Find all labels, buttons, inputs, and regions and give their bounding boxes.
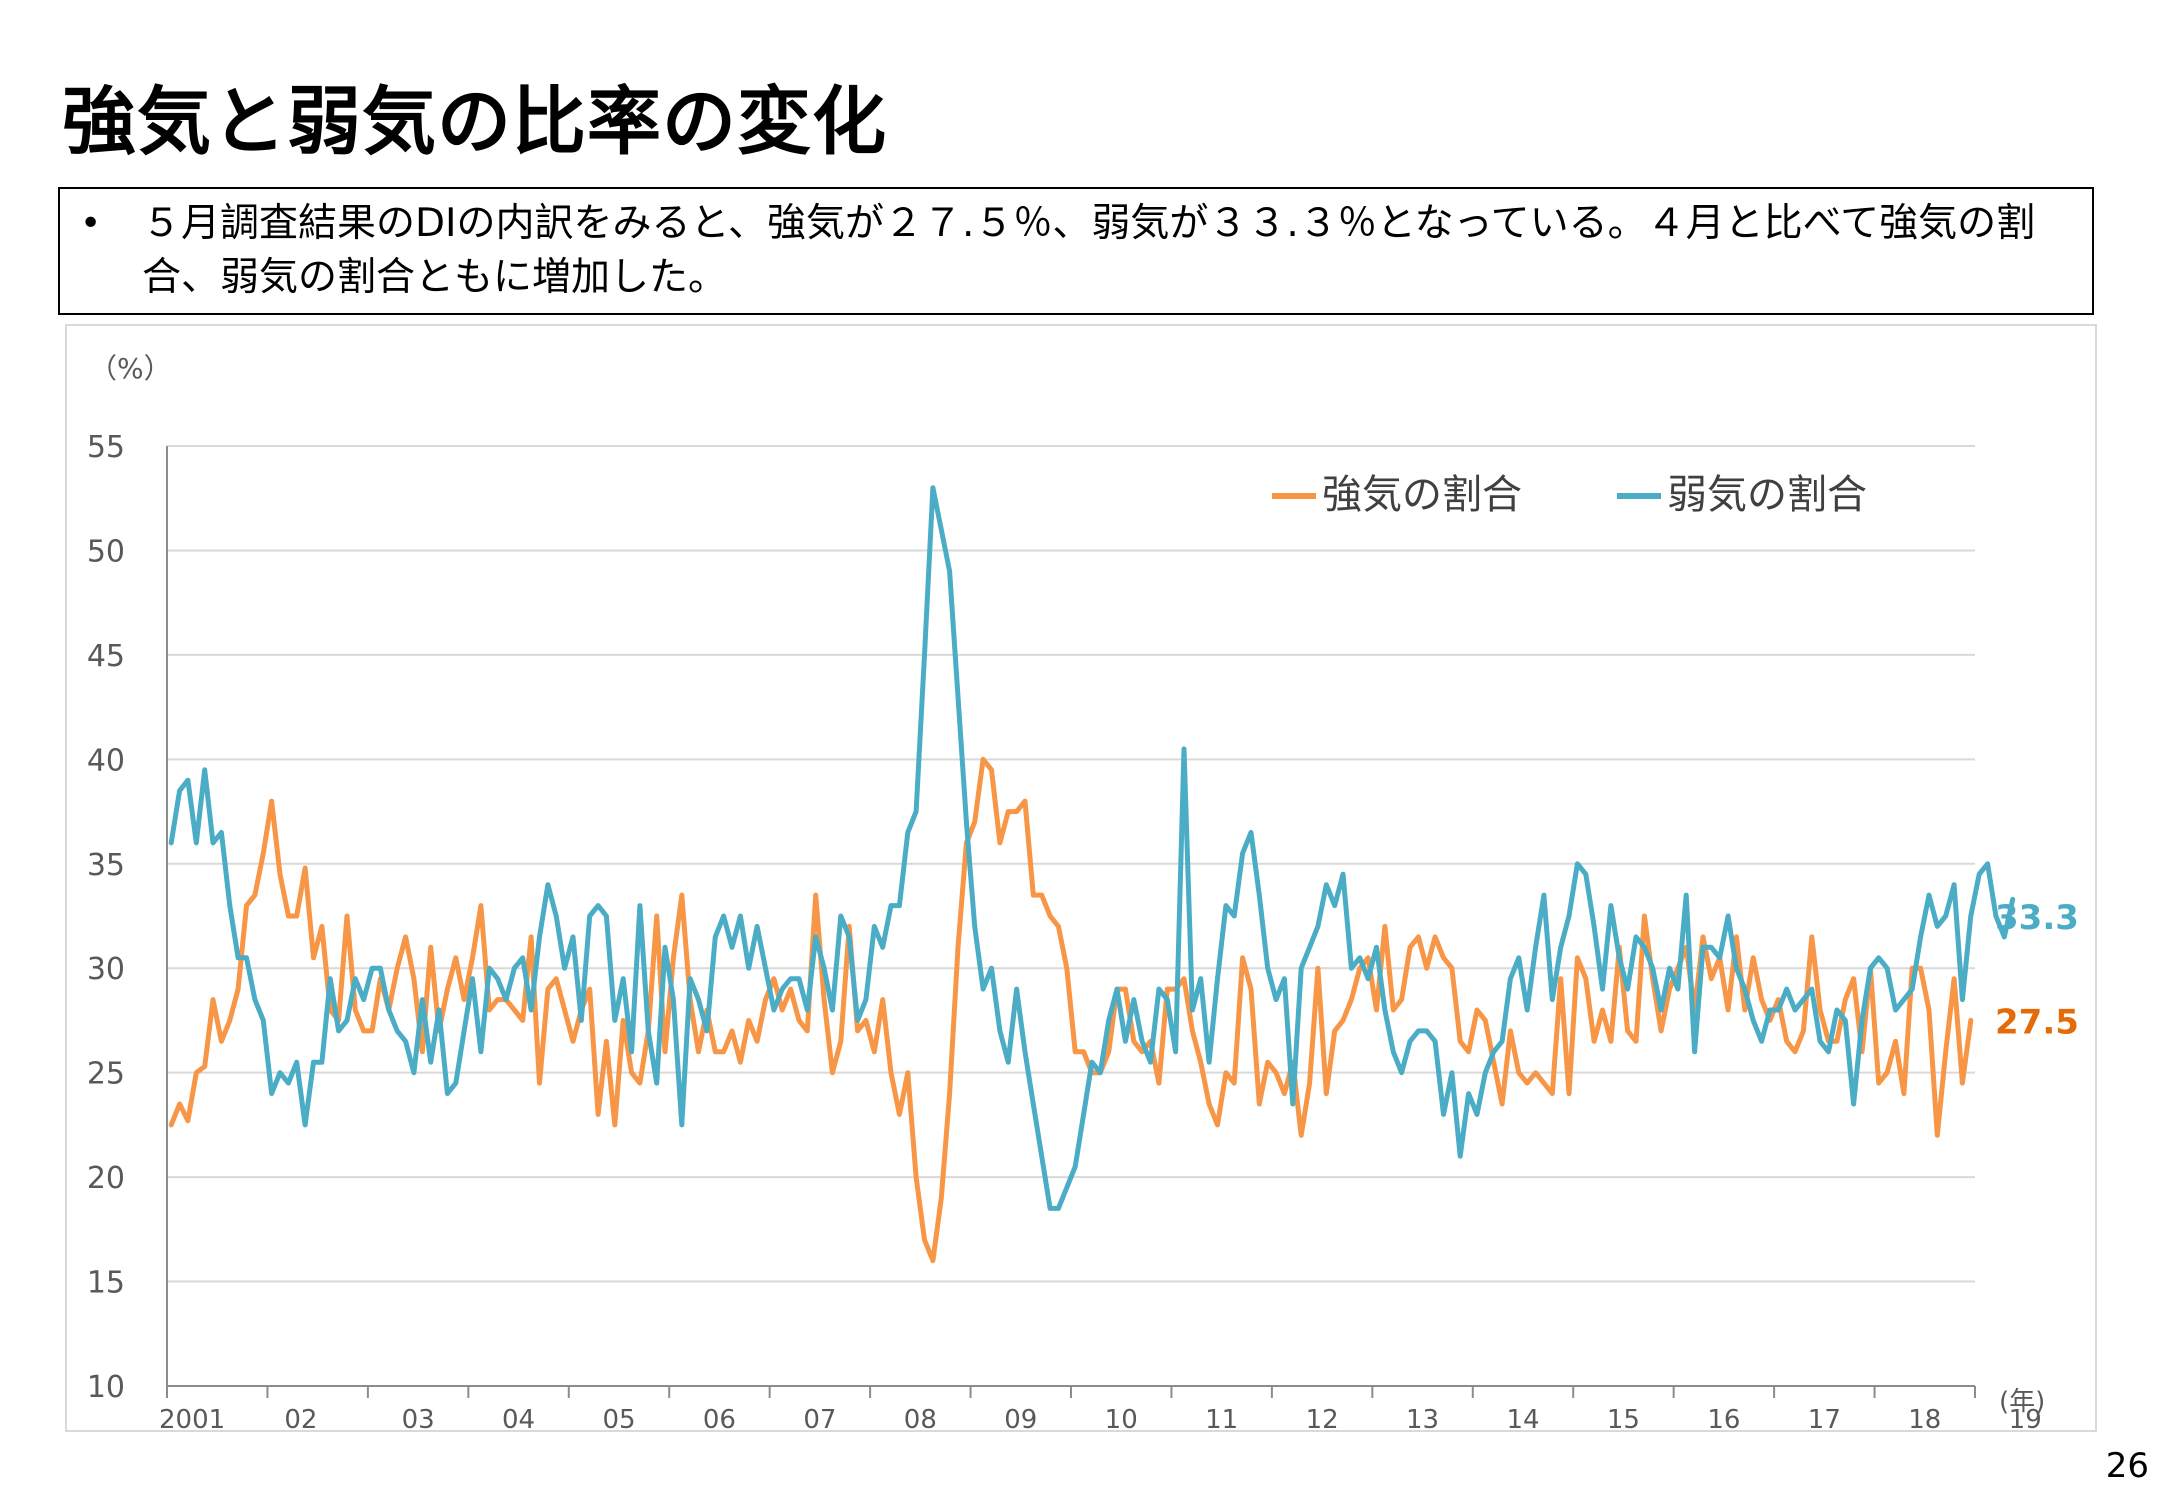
legend-label-bull: 強気の割合 xyxy=(1322,472,1522,518)
bullet-marker: • xyxy=(80,203,102,244)
chart-svg: 10 15 20 25 30 35 40 45 50 55 2001 02 03 04 05 06 07 08 09… xyxy=(87,352,2079,1430)
x-tick-label: 18 xyxy=(1908,1405,1941,1430)
y-tick-label: 30 xyxy=(87,952,125,987)
y-tick-label: 40 xyxy=(87,743,125,778)
summary-box: • ５月調査結果のDIの内訳をみると、強気が２７.５％、弱気が３３.３％となって… xyxy=(58,187,2094,315)
x-tick-label: 06 xyxy=(703,1405,736,1430)
end-label-bear: 33.3 xyxy=(1995,898,2079,938)
x-tick-label: 09 xyxy=(1004,1405,1037,1430)
x-tick-label: 15 xyxy=(1607,1405,1640,1430)
grid-layer xyxy=(167,445,1975,1283)
x-tick-label: 12 xyxy=(1306,1405,1339,1430)
x-tick-label: 16 xyxy=(1707,1405,1740,1430)
legend-label-bear: 弱気の割合 xyxy=(1667,472,1867,518)
chart-frame: 10 15 20 25 30 35 40 45 50 55 2001 02 03 04 05 06 07 08 09… xyxy=(65,324,2097,1432)
y-tick-label: 15 xyxy=(87,1266,125,1301)
x-tick-label: 2001 xyxy=(159,1405,225,1430)
x-tick-label: 05 xyxy=(602,1405,635,1430)
x-tick-label: 17 xyxy=(1808,1405,1841,1430)
page-number: 26 xyxy=(2105,1446,2149,1486)
series-line-bear xyxy=(168,485,2016,1211)
x-tick-label: 03 xyxy=(402,1405,435,1430)
label-layer: 10 15 20 25 30 35 40 45 50 55 2001 02 03 04 05 06 07 08 09… xyxy=(87,352,2079,1430)
series-line-bull xyxy=(168,756,1974,1264)
x-tick-label: 10 xyxy=(1105,1405,1138,1430)
x-tick-label: 13 xyxy=(1406,1405,1439,1430)
y-tick-label: 35 xyxy=(87,848,125,883)
x-tick-label: 08 xyxy=(904,1405,937,1430)
series-layer xyxy=(168,485,2016,1264)
x-tick-label: 07 xyxy=(803,1405,836,1430)
y-tick-label: 55 xyxy=(87,430,125,465)
y-tick-label: 45 xyxy=(87,639,125,674)
axis-layer xyxy=(166,446,1976,1398)
x-tick-label: 11 xyxy=(1205,1405,1238,1430)
summary-text: ５月調査結果のDIの内訳をみると、強気が２７.５％、弱気が３３.３％となっている… xyxy=(142,201,2036,300)
x-tick-label: 14 xyxy=(1506,1405,1539,1430)
y-unit-label: （%） xyxy=(89,352,172,385)
y-tick-label: 25 xyxy=(87,1057,125,1092)
page-title: 強気と弱気の比率の変化 xyxy=(62,79,887,165)
y-tick-label: 10 xyxy=(87,1370,125,1405)
y-tick-label: 20 xyxy=(87,1161,125,1196)
x-unit-label: (年) xyxy=(1999,1387,2045,1417)
x-tick-label: 19 xyxy=(2009,1405,2042,1430)
y-tick-label: 50 xyxy=(87,534,125,569)
x-tick-label: 02 xyxy=(284,1405,317,1430)
end-label-bull: 27.5 xyxy=(1995,1002,2079,1042)
x-tick-label: 04 xyxy=(502,1405,535,1430)
